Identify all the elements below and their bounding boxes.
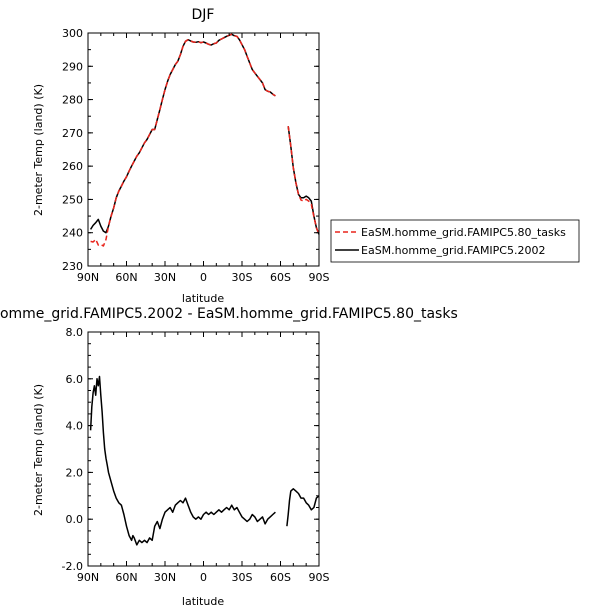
- top-xtick-label: 60N: [115, 271, 137, 284]
- legend-label-2002: EaSM.homme_grid.FAMIPC5.2002: [361, 244, 545, 257]
- bottom-ytick-label: -2.0: [62, 560, 83, 573]
- bottom-xtick-label: 0: [200, 571, 207, 584]
- bottom-xtick-label: 30N: [154, 571, 176, 584]
- top-series-group: [89, 33, 320, 247]
- top-ytick-label: 240: [62, 227, 83, 240]
- top-xtick-label: 0: [200, 271, 207, 284]
- bottom-xtick-label: 90S: [309, 571, 330, 584]
- top-series-0-line: [90, 33, 276, 247]
- top-ytick-label: 300: [62, 27, 83, 40]
- top-yaxis-label: 2-meter Temp (land) (K): [32, 84, 45, 216]
- top-xtick-label: 90N: [77, 271, 99, 284]
- top-xtick-label: 90S: [309, 271, 330, 284]
- top-xtick-label: 60S: [270, 271, 291, 284]
- bottom-plot: EaSM.homme_grid.FAMIPC5.2002 - EaSM.homm…: [0, 306, 458, 608]
- top-series-1-line: [287, 126, 320, 235]
- top-ytick-label: 260: [62, 160, 83, 173]
- bottom-chart-title: EaSM.homme_grid.FAMIPC5.2002 - EaSM.homm…: [0, 306, 458, 322]
- top-xtick-label: 30S: [232, 271, 253, 284]
- legend-box: [330, 219, 580, 263]
- top-axes: 90N 60N 30N 0 30S 60S 90S 230 240 250 260 270 280 290…: [62, 27, 330, 284]
- bottom-series-0-line: [89, 375, 276, 546]
- top-ytick-label: 280: [62, 94, 83, 107]
- bottom-ytick-label: 8.0: [66, 326, 84, 339]
- top-plot-frame: [87, 32, 320, 267]
- top-legend: EaSM.homme_grid.FAMIPC5.80_tasks EaSM.ho…: [330, 219, 580, 263]
- top-ytick-label: 270: [62, 127, 83, 140]
- bottom-yaxis-label: 2-meter Temp (land) (K): [32, 384, 45, 516]
- bottom-plot-frame: [87, 331, 320, 567]
- bottom-ytick-label: 2.0: [66, 466, 84, 479]
- legend-label-80-tasks: EaSM.homme_grid.FAMIPC5.80_tasks: [361, 226, 566, 239]
- top-chart-title: DJF: [192, 7, 215, 23]
- top-series-0-line: [287, 126, 320, 235]
- bottom-series-0-line: [286, 488, 320, 527]
- bottom-axes: 90N 60N 30N 0 30S 60S 90S -2.0 0.0 2.0 4.0 6.0 8.0: [62, 326, 330, 584]
- bottom-ytick-label: 6.0: [66, 373, 84, 386]
- top-series-1-line: [89, 33, 276, 234]
- top-xtick-label: 30N: [154, 271, 176, 284]
- bottom-xtick-label: 60S: [270, 571, 291, 584]
- bottom-xtick-label: 60N: [115, 571, 137, 584]
- bottom-series-group: [89, 375, 320, 546]
- bottom-xaxis-label: latitude: [182, 595, 224, 608]
- top-ytick-label: 230: [62, 260, 83, 273]
- top-ytick-label: 290: [62, 60, 83, 73]
- bottom-ytick-label: 4.0: [66, 420, 84, 433]
- top-xaxis-label: latitude: [182, 292, 224, 305]
- top-plot: DJF 90N 60N 30N 0 30S 60S 90S 230 240 250 260 270 28…: [32, 7, 580, 305]
- top-ytick-label: 250: [62, 193, 83, 206]
- bottom-xtick-label: 90N: [77, 571, 99, 584]
- bottom-ytick-label: 0.0: [66, 513, 84, 526]
- bottom-xtick-label: 30S: [232, 571, 253, 584]
